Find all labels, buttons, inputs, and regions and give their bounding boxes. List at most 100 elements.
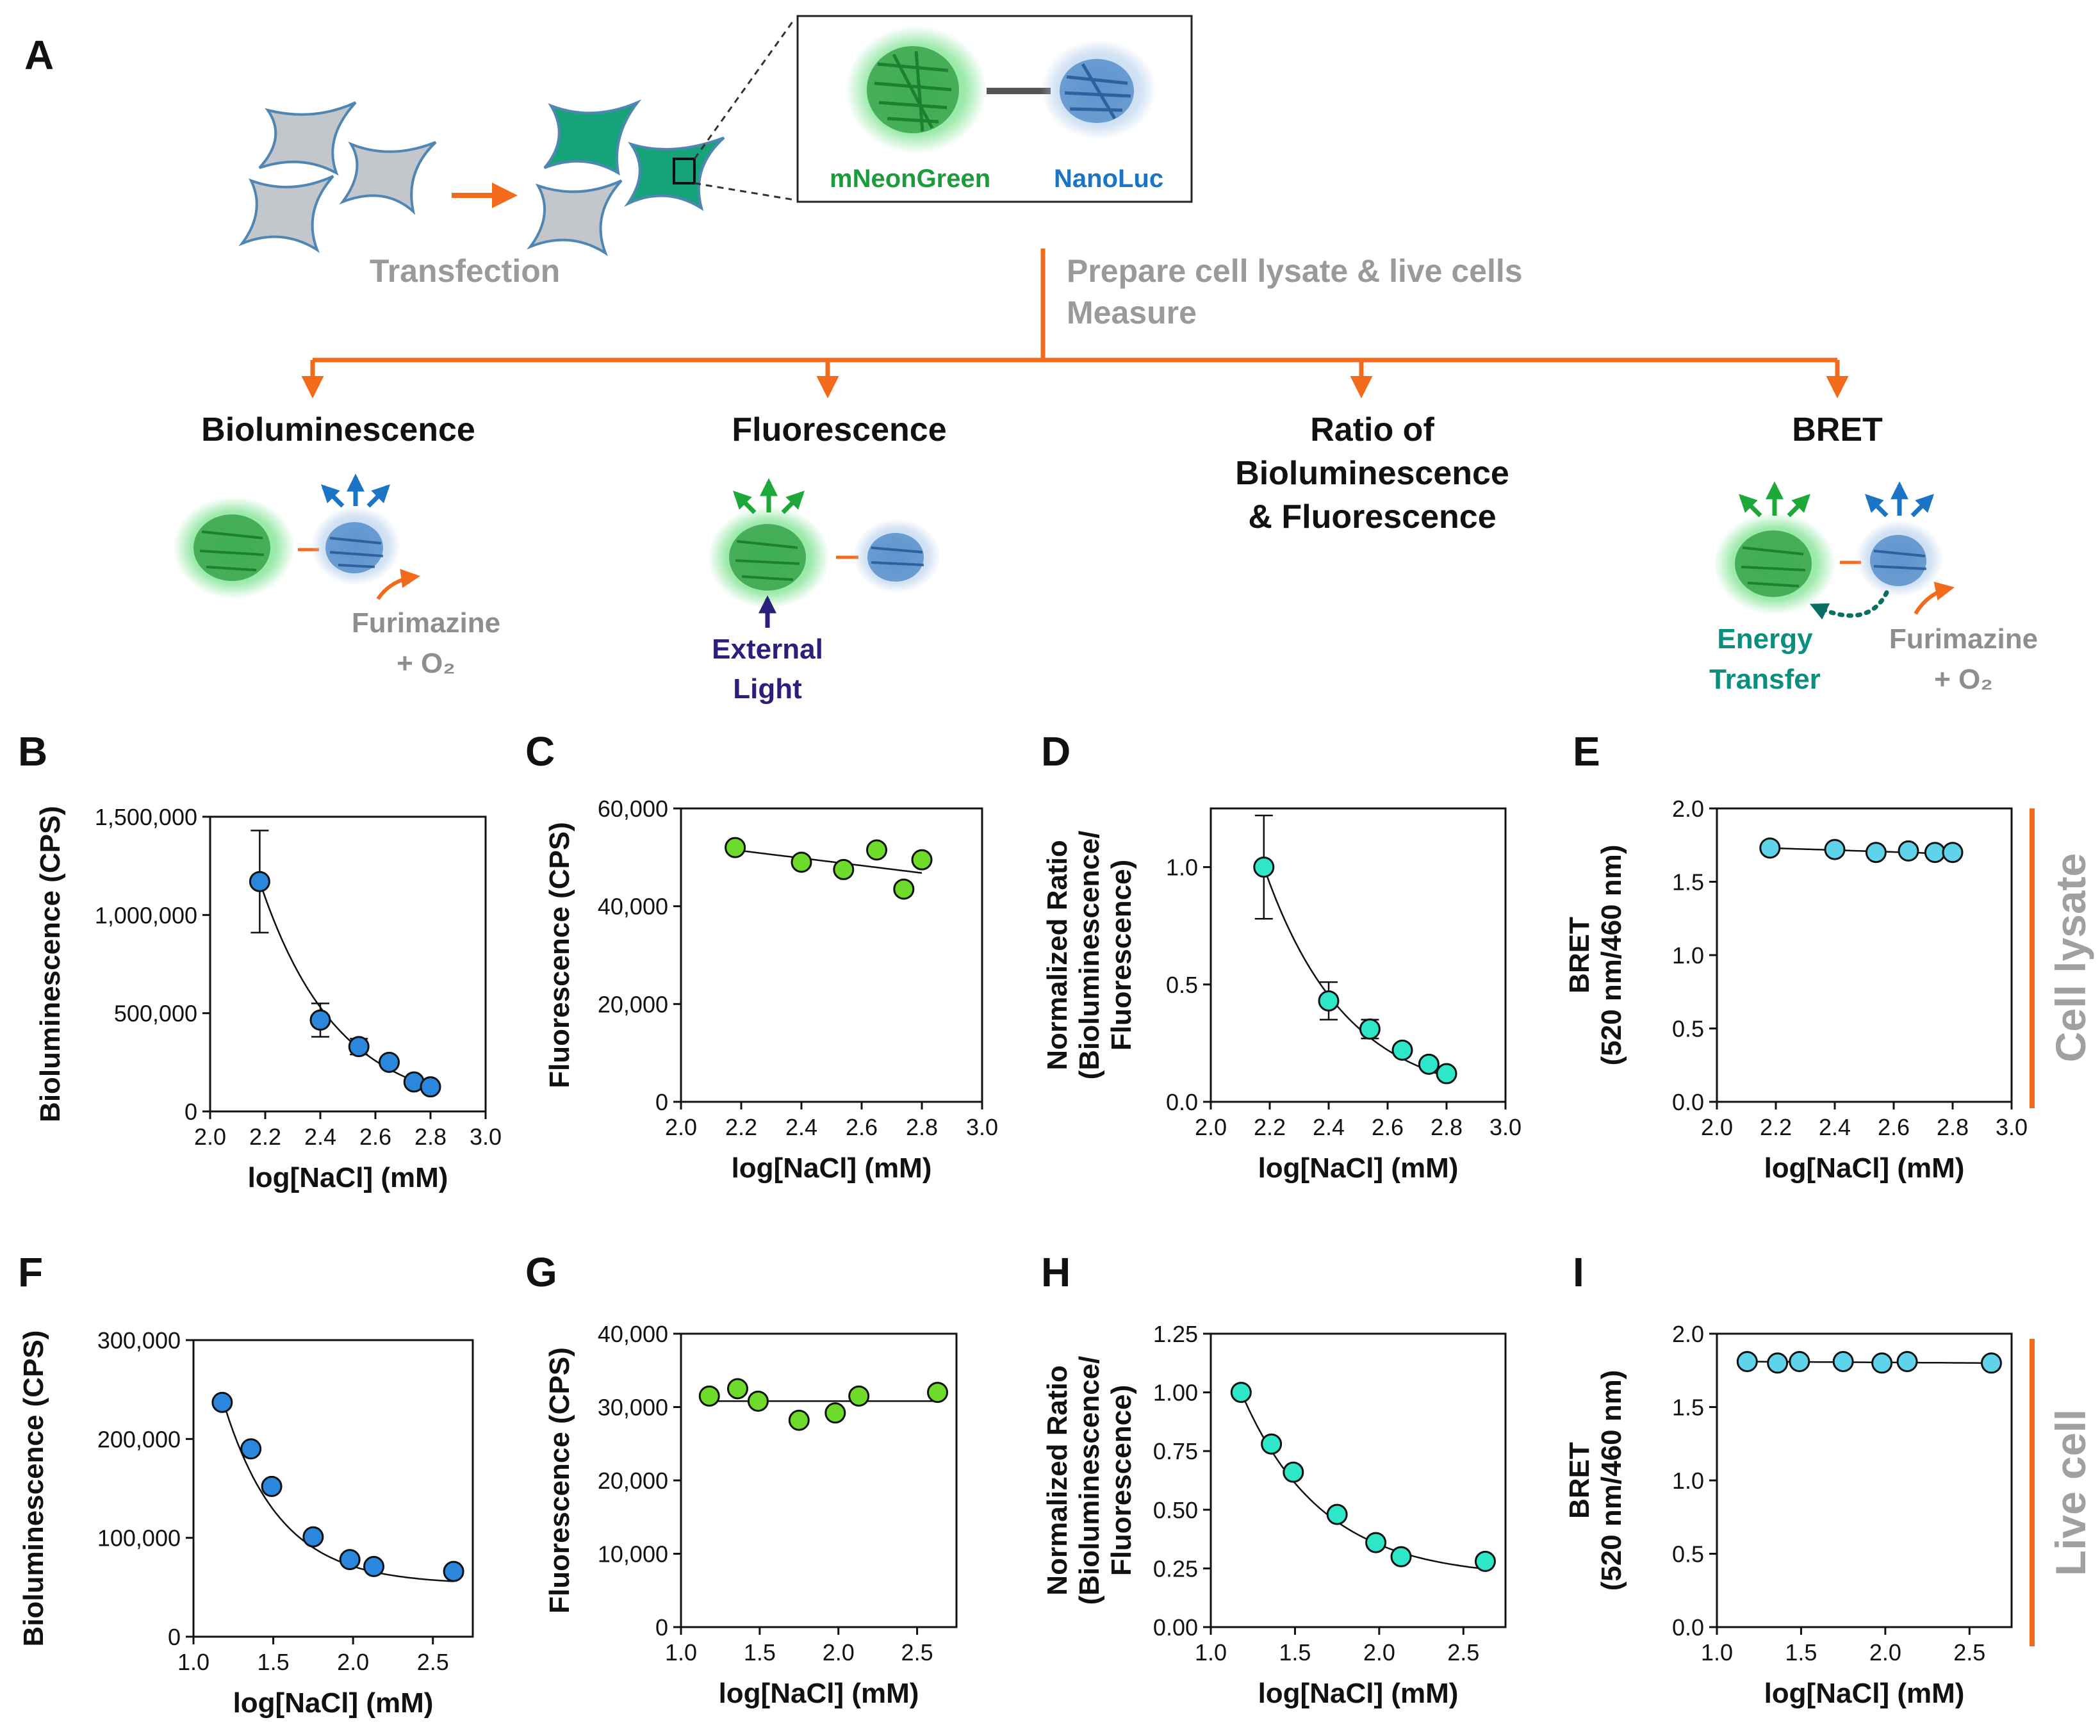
fit-curve [1263,867,1447,1077]
furimazine-label-1: Furimazine [352,607,500,639]
data-point [747,1390,769,1412]
x-tick-label: 1.0 [665,1639,697,1666]
data-point [1942,842,1964,864]
plot-frame [192,1339,474,1638]
x-tick-label: 2.4 [1313,1114,1345,1140]
fusion-protein-inset: mNeonGreen NanoLuc [796,15,1193,203]
x-tick-label: 2.6 [1372,1114,1404,1140]
furimazine-label-2: Furimazine [1889,623,2038,655]
data-point [1365,1532,1387,1553]
x-tick-label: 2.5 [417,1649,449,1675]
x-tick-label: 1.5 [258,1649,290,1675]
chart-panel-g: G 1.0 1.5 2.0 2.5 0 10,000 20,000 30,000 40,000 lo… [525,1249,958,1709]
data-point [1924,842,1946,864]
x-axis-title: log[NaCl] (mM) [1764,1152,1965,1184]
panel-letter-a: A [24,32,54,78]
y-tick-label: 20,000 [598,1468,668,1494]
plot-frame [680,1332,958,1628]
chart-panel-b: B 2.0 2.2 2.4 2.6 2.8 3.0 0 500,000 1,000,000 1,50… [18,728,502,1193]
data-point [911,849,933,871]
panel-a: A Transfection mNeonGreen Na [24,15,2038,705]
x-tick-label: 2.0 [1869,1639,1901,1666]
x-axis-title: log[NaCl] (mM) [1764,1678,1965,1709]
x-tick-label: 2.0 [823,1639,855,1666]
fit-curve [1240,1392,1486,1570]
y-tick-label: 0.00 [1153,1614,1198,1641]
x-tick-label: 2.5 [1953,1639,1985,1666]
panel-letter: G [525,1249,557,1295]
ratio-title-2: Bioluminescence [1235,455,1509,492]
branch-ratio: Ratio of Bioluminescence & Fluorescence [1235,411,1509,536]
y-axis-title: BRET [1564,1442,1595,1519]
x-tick-label: 3.0 [1489,1114,1522,1140]
panel-letter: B [18,728,47,774]
x-tick-label: 1.5 [744,1639,776,1666]
plot-frame [1210,1332,1507,1628]
data-point [1391,1039,1413,1061]
y-tick-label: 0.50 [1153,1497,1198,1523]
y-tick-label: 0.75 [1153,1438,1198,1464]
panel-letter: D [1041,728,1071,774]
panel-letter: H [1041,1249,1071,1295]
y-tick-label: 200,000 [97,1426,181,1452]
data-point [1896,1351,1918,1373]
y-tick-label: 1.0 [1166,855,1198,881]
chart-panel-d: D 2.0 2.2 2.4 2.6 2.8 3.0 0.0 0.5 1.0 log[NaCl] (m… [1041,728,1522,1184]
chart-panel-h: H 1.0 1.5 2.0 2.5 0.00 0.25 0.50 0.75 1.00 1.25 log… [1041,1249,1507,1709]
y-tick-label: 40,000 [598,894,668,920]
y-tick-label: 500,000 [114,1001,197,1027]
chart-panel-c: C 2.0 2.2 2.4 2.6 2.8 3.0 0 20,000 40,000 60,000 lo… [525,728,998,1184]
data-point [866,839,887,861]
panel-letter: E [1573,728,1600,774]
external-label: External [712,634,823,665]
data-point [363,1555,385,1577]
y-tick-label: 0.0 [1672,1614,1704,1641]
data-point [1318,990,1340,1011]
x-tick-label: 1.0 [1195,1639,1227,1666]
x-tick-label: 2.0 [337,1649,369,1675]
x-tick-label: 2.4 [785,1114,817,1140]
y-axis-title: Bioluminescence (CPS) [35,806,66,1122]
ratio-title-1: Ratio of [1310,411,1434,448]
y-tick-label: 40,000 [598,1321,668,1347]
data-point [1390,1546,1412,1568]
x-axis-title: log[NaCl] (mM) [719,1678,919,1709]
y-tick-label: 0.5 [1672,1016,1704,1042]
x-tick-label: 1.5 [1279,1639,1311,1666]
data-point [261,1475,283,1497]
plot-frame [209,815,487,1113]
x-axis-title: log[NaCl] (mM) [1258,1678,1459,1709]
nanoluc-label: NanoLuc [1054,165,1163,193]
panel-letter: C [525,728,555,774]
x-tick-label: 2.5 [1447,1639,1479,1666]
y-tick-label: 0 [185,1099,197,1125]
x-tick-label: 1.0 [1701,1639,1733,1666]
y-tick-label: 1.25 [1153,1321,1198,1347]
plot-frame [1716,1332,2013,1628]
data-point [1436,1063,1457,1085]
y-tick-label: 0.25 [1153,1555,1198,1582]
measure-label: Measure [1067,295,1197,331]
side-labels: Cell lysate Live cell [2030,808,2094,1646]
data-point [211,1391,233,1413]
light-label: Light [733,673,802,705]
o2-label-1: + O₂ [397,648,455,679]
y-tick-label: 2.0 [1672,796,1704,822]
plot-frame [1210,807,1507,1103]
x-tick-label: 2.0 [194,1124,226,1150]
x-tick-label: 1.5 [1785,1639,1817,1666]
transfer-label: Transfer [1709,664,1821,695]
data-point [788,1409,810,1431]
data-point [1261,1433,1283,1455]
y-tick-label: 0 [655,1089,668,1115]
data-point [1824,839,1846,860]
y-tick-label: 2.0 [1672,1321,1704,1347]
data-point [1283,1461,1304,1483]
y-tick-label: 0.5 [1672,1541,1704,1568]
fit-curve [259,881,431,1088]
y-tick-label: 1.0 [1672,1468,1704,1494]
x-tick-label: 3.0 [1996,1114,2028,1140]
data-point [1253,856,1275,878]
x-axis-title: log[NaCl] (mM) [1258,1152,1459,1184]
y-axis-title: (Bioluminescence/ [1074,831,1105,1080]
